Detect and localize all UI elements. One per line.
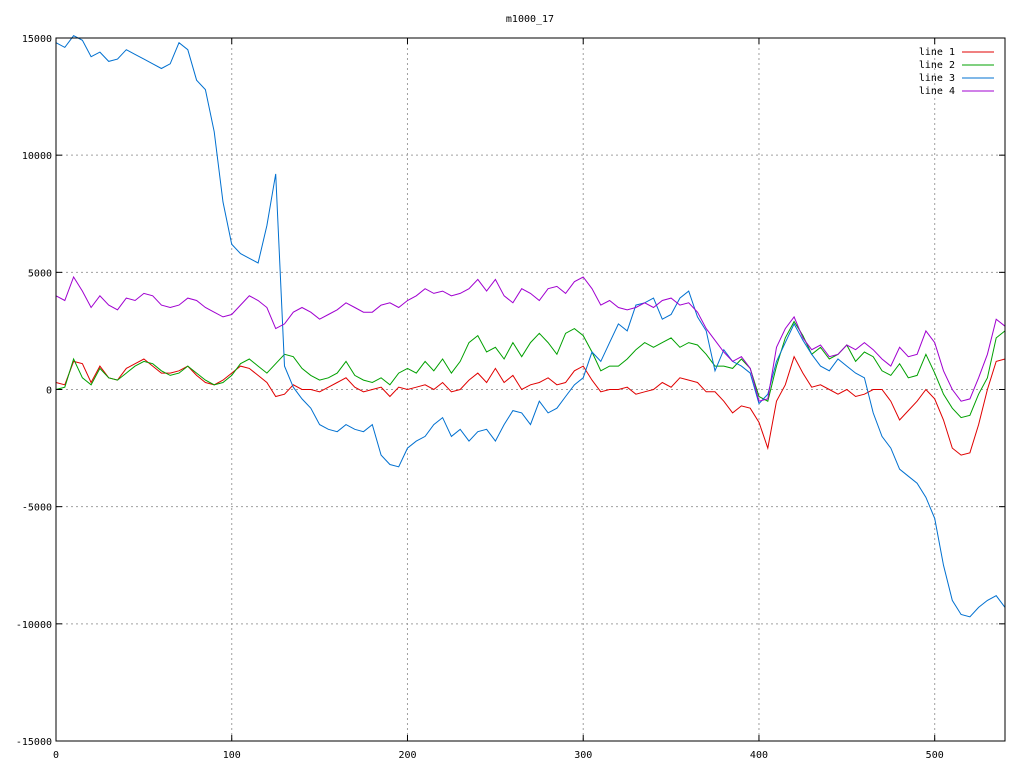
grid-lines xyxy=(56,38,1005,741)
y-tick-label: 15000 xyxy=(22,34,52,45)
x-tick-label: 400 xyxy=(750,750,768,761)
series-line-1 xyxy=(55,355,1006,456)
y-tick-label: -10000 xyxy=(16,620,52,631)
axis-ticks xyxy=(55,37,1005,742)
series-line-4 xyxy=(55,275,1006,402)
legend: line 1 line 2 line 3 line 4 xyxy=(919,47,994,97)
x-axis-tick-labels: 0 100 200 300 400 500 xyxy=(53,750,944,761)
x-tick-label: 300 xyxy=(574,750,592,761)
legend-label: line 4 xyxy=(919,86,955,97)
series-line-3 xyxy=(55,35,1006,618)
series-line-2 xyxy=(55,320,1006,419)
series-lines xyxy=(55,35,1006,618)
y-tick-label: 10000 xyxy=(22,151,52,162)
y-tick-label: 5000 xyxy=(28,268,52,279)
chart-title: m1000_17 xyxy=(506,14,554,25)
y-tick-label: -15000 xyxy=(16,737,52,748)
x-tick-label: 100 xyxy=(223,750,241,761)
y-tick-label: 0 xyxy=(46,386,52,397)
y-axis-tick-labels: -15000 -10000 -5000 0 5000 10000 15000 xyxy=(16,34,52,748)
legend-label: line 1 xyxy=(919,47,955,58)
x-tick-label: 0 xyxy=(53,750,59,761)
legend-label: line 3 xyxy=(919,73,955,84)
y-tick-label: -5000 xyxy=(22,503,52,514)
x-tick-label: 200 xyxy=(398,750,416,761)
legend-label: line 2 xyxy=(919,60,955,71)
x-tick-label: 500 xyxy=(926,750,944,761)
